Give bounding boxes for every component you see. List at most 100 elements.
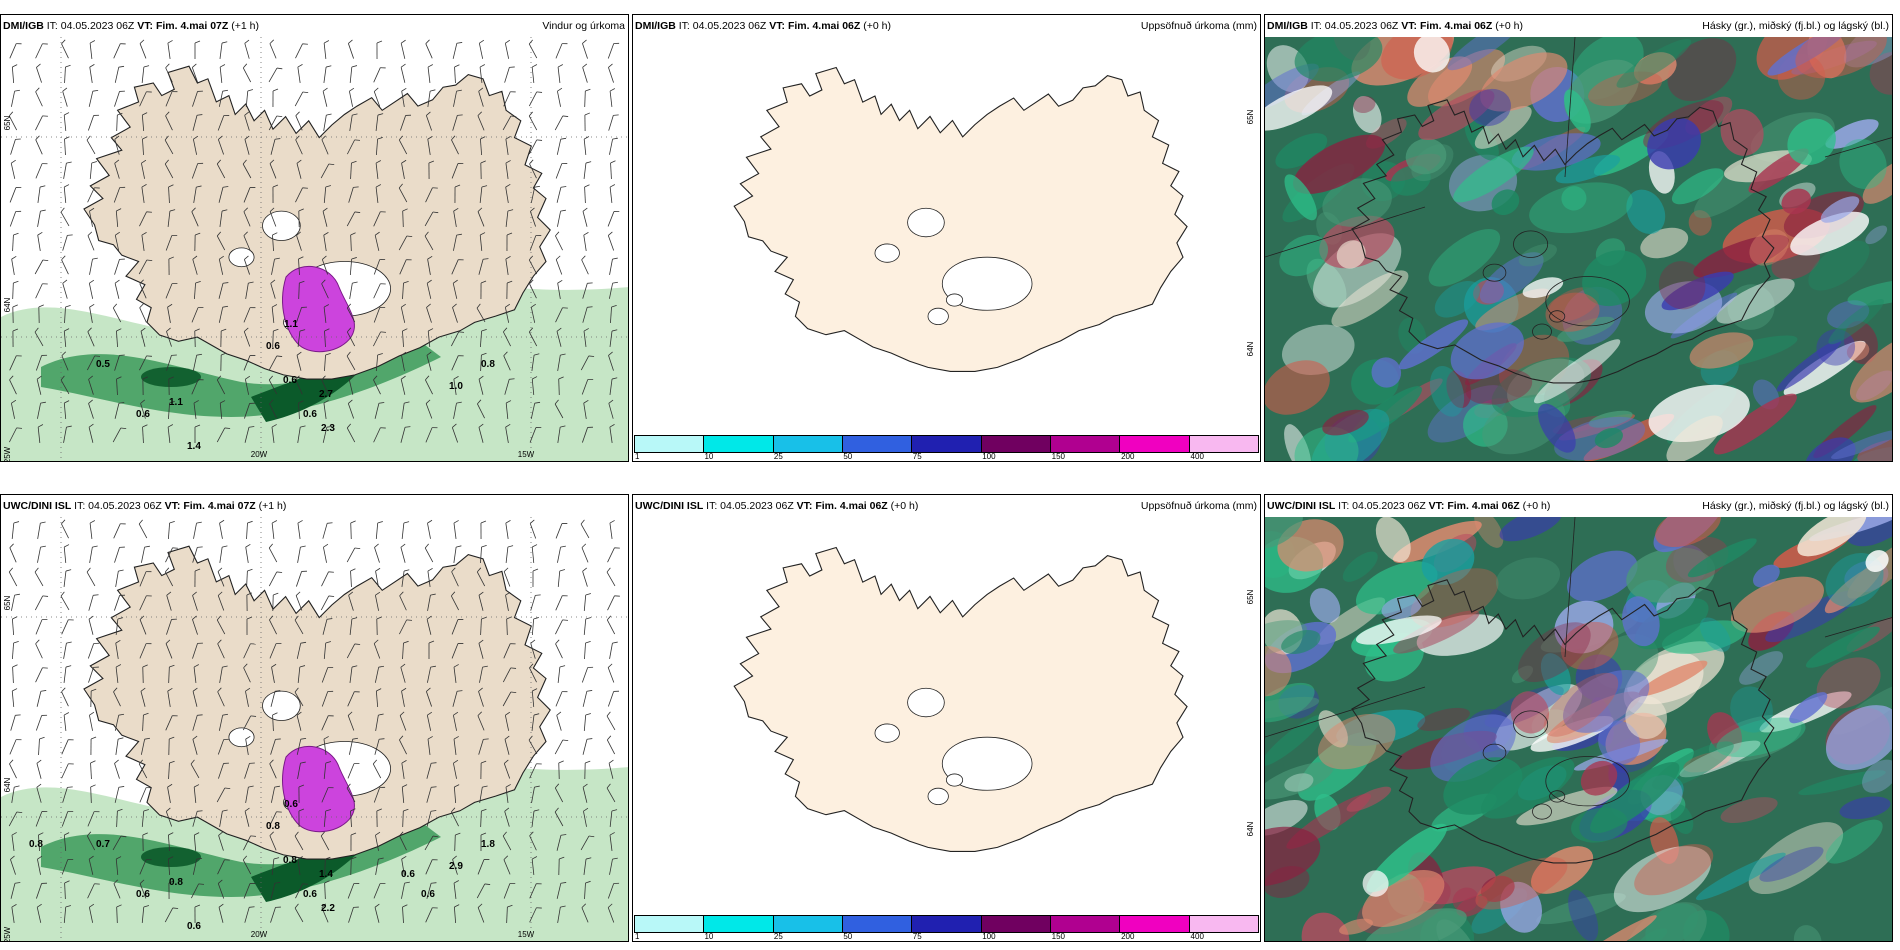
panel-header: DMI/IGB IT: 04.05.2023 06Z VT: Fim. 4.ma… xyxy=(1,15,628,37)
glacier xyxy=(874,243,900,263)
wind-barb xyxy=(609,88,616,107)
glacier xyxy=(941,256,1033,311)
precip-value-label: 1.1 xyxy=(169,397,183,408)
wind-barb xyxy=(270,138,281,155)
cloud-patch xyxy=(1322,409,1369,436)
wind-barb xyxy=(9,43,22,59)
wind-barb xyxy=(607,231,615,251)
wind-barb xyxy=(63,112,70,132)
wind-barb xyxy=(347,883,360,899)
wind-barb xyxy=(583,857,592,875)
cloud-patch xyxy=(1522,277,1564,298)
wind-barb xyxy=(373,283,386,299)
wind-barb xyxy=(321,715,334,731)
wind-barb xyxy=(9,375,17,395)
wind-barb xyxy=(322,618,333,635)
wind-barb xyxy=(426,279,432,299)
colorbar-tick-label: 150 xyxy=(1051,452,1066,461)
wind-barb xyxy=(271,663,277,683)
wind-barb xyxy=(373,375,381,395)
wind-barb xyxy=(427,568,433,587)
wind-barb xyxy=(244,39,250,59)
cloud-patch xyxy=(1566,550,1638,602)
wind-barb xyxy=(398,183,408,203)
wind-barb xyxy=(269,831,277,851)
cloud-patch xyxy=(1317,714,1396,770)
wind-barb xyxy=(320,595,335,611)
wind-barb xyxy=(38,304,44,324)
precip-colorbar xyxy=(634,915,1259,933)
wind-barb xyxy=(424,543,434,563)
wind-barb xyxy=(350,856,357,876)
wind-barb xyxy=(114,713,125,731)
wind-barb xyxy=(505,591,511,611)
wind-barb xyxy=(87,642,100,659)
wind-barb xyxy=(8,567,18,587)
axis-label: 64N xyxy=(3,777,12,792)
cloud-patch xyxy=(1798,770,1886,796)
wind-barb xyxy=(9,210,22,227)
wind-barb xyxy=(89,257,98,275)
wind-barb xyxy=(114,258,125,275)
wind-barb xyxy=(295,591,303,611)
iceland-group xyxy=(83,65,551,380)
wind-barb xyxy=(375,137,383,156)
wind-barb xyxy=(480,280,487,300)
wind-barb xyxy=(63,712,70,731)
wind-barb xyxy=(349,665,358,683)
wind-barb xyxy=(246,616,253,636)
wind-barb xyxy=(86,355,101,371)
cloud-patch xyxy=(1699,617,1731,652)
wind-barb xyxy=(12,328,19,348)
colorbar-swatch xyxy=(1189,916,1258,932)
wind-barb xyxy=(64,880,70,900)
cloud-patch xyxy=(1331,270,1409,327)
wind-barb xyxy=(425,399,433,419)
wind-barb xyxy=(193,784,200,803)
cloud-patch xyxy=(1827,300,1870,329)
wind-barb xyxy=(245,687,251,707)
wind-barb xyxy=(36,63,42,83)
cloud-patch xyxy=(1570,915,1657,941)
precip-value-label: 0.8 xyxy=(29,839,43,850)
wind-barb xyxy=(324,328,330,348)
cloud-patch xyxy=(1381,595,1422,620)
wind-barb xyxy=(243,663,251,683)
projection-line xyxy=(1824,617,1892,638)
wind-barb xyxy=(480,520,487,540)
wind-barb xyxy=(37,209,46,227)
wind-barb xyxy=(583,399,589,419)
colorbar-tick-label: 200 xyxy=(1121,452,1135,461)
wind-barb xyxy=(506,232,513,252)
wind-barb xyxy=(554,115,569,131)
wind-barb xyxy=(63,641,72,659)
wind-barb xyxy=(63,161,72,179)
cloud-patch xyxy=(1510,691,1550,734)
wind-barb xyxy=(503,759,511,779)
colorbar-tick-label: 1 xyxy=(635,452,640,461)
iceland-landmass xyxy=(733,546,1188,852)
wind-barb xyxy=(606,615,616,635)
wind-barb xyxy=(192,353,203,371)
wind-barb xyxy=(425,111,433,131)
wind-barb xyxy=(425,39,433,59)
wind-barb xyxy=(375,353,383,372)
wind-barb xyxy=(376,616,382,636)
wind-barb xyxy=(374,543,380,563)
wind-barb xyxy=(504,39,511,59)
cloud-patch xyxy=(1730,576,1824,633)
wind-barb xyxy=(478,39,485,59)
cloud-patch xyxy=(1491,189,1520,216)
wind-barb xyxy=(139,643,152,659)
wind-barb xyxy=(505,136,511,155)
cloud-patch xyxy=(1265,85,1333,131)
wind-barb xyxy=(374,738,385,755)
panel-header: UWC/DINI ISL IT: 04.05.2023 06Z VT: Fim.… xyxy=(633,495,1260,517)
wind-barb xyxy=(116,112,123,132)
cloud-patch xyxy=(1793,925,1822,941)
cloud-patch xyxy=(1410,568,1499,628)
wind-barb xyxy=(452,114,463,131)
wind-barb xyxy=(557,665,566,683)
wind-barb xyxy=(504,711,511,731)
wind-barb xyxy=(375,521,383,540)
